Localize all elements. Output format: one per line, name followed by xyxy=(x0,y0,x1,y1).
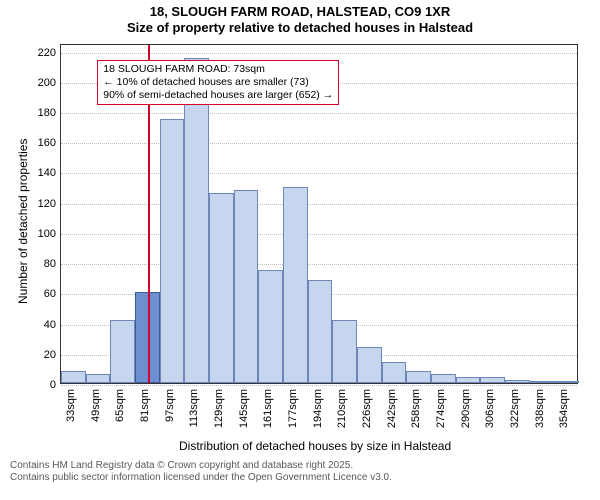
histogram-bar xyxy=(184,58,209,383)
chart-title-block: 18, SLOUGH FARM ROAD, HALSTEAD, CO9 1XR … xyxy=(0,0,600,35)
gridline xyxy=(61,264,577,265)
attribution-block: Contains HM Land Registry data © Crown c… xyxy=(10,460,392,484)
x-axis-label: Distribution of detached houses by size … xyxy=(179,439,451,453)
x-tick-label: 274sqm xyxy=(435,389,447,428)
y-tick-label: 20 xyxy=(44,349,61,361)
y-tick-label: 200 xyxy=(38,77,61,89)
y-tick-label: 80 xyxy=(44,258,61,270)
y-tick-label: 220 xyxy=(38,47,61,59)
x-tick-label: 129sqm xyxy=(213,389,225,428)
y-tick-label: 60 xyxy=(44,288,61,300)
histogram-bar xyxy=(406,371,431,383)
histogram-bar xyxy=(431,374,456,383)
title-line-2: Size of property relative to detached ho… xyxy=(0,20,600,35)
y-tick-label: 180 xyxy=(38,107,61,119)
x-tick-label: 33sqm xyxy=(65,389,77,422)
x-tick-label: 81sqm xyxy=(139,389,151,422)
x-tick-label: 210sqm xyxy=(336,389,348,428)
histogram-bar xyxy=(308,280,333,383)
x-tick-label: 306sqm xyxy=(484,389,496,428)
histogram-bar xyxy=(258,270,283,383)
y-tick-label: 40 xyxy=(44,319,61,331)
x-tick-label: 65sqm xyxy=(114,389,126,422)
x-tick-label: 338sqm xyxy=(534,389,546,428)
x-tick-label: 161sqm xyxy=(262,389,274,428)
histogram-bar xyxy=(283,187,308,383)
y-tick-label: 120 xyxy=(38,198,61,210)
x-tick-label: 177sqm xyxy=(287,389,299,428)
attribution-line-2: Contains public sector information licen… xyxy=(10,472,392,484)
histogram-bar xyxy=(110,320,135,383)
histogram-bar xyxy=(234,190,259,383)
histogram-bar xyxy=(357,347,382,383)
histogram-bar xyxy=(332,320,357,383)
annotation-line: 18 SLOUGH FARM ROAD: 73sqm xyxy=(103,63,333,76)
x-tick-label: 258sqm xyxy=(410,389,422,428)
y-tick-label: 100 xyxy=(38,228,61,240)
x-tick-label: 354sqm xyxy=(558,389,570,428)
histogram-bar xyxy=(86,374,111,383)
histogram-bar xyxy=(209,193,234,383)
gridline xyxy=(61,173,577,174)
histogram-bar xyxy=(480,377,505,383)
histogram-bar xyxy=(456,377,481,383)
x-tick-label: 49sqm xyxy=(90,389,102,422)
x-tick-label: 242sqm xyxy=(386,389,398,428)
histogram-bar xyxy=(382,362,407,383)
y-tick-label: 0 xyxy=(50,379,61,391)
x-tick-label: 113sqm xyxy=(188,389,200,427)
histogram-bar xyxy=(160,119,185,383)
gridline xyxy=(61,234,577,235)
x-tick-label: 322sqm xyxy=(509,389,521,428)
gridline xyxy=(61,113,577,114)
gridline xyxy=(61,143,577,144)
plot-area: 02040608010012014016018020022033sqm49sqm… xyxy=(60,44,578,384)
y-tick-label: 160 xyxy=(38,137,61,149)
x-tick-label: 290sqm xyxy=(460,389,472,428)
histogram-bar xyxy=(505,380,530,383)
x-tick-label: 97sqm xyxy=(164,389,176,422)
histogram-bar xyxy=(530,381,555,383)
annotation-box: 18 SLOUGH FARM ROAD: 73sqm← 10% of detac… xyxy=(97,60,339,105)
x-tick-label: 194sqm xyxy=(312,389,324,428)
y-tick-label: 140 xyxy=(38,167,61,179)
gridline xyxy=(61,204,577,205)
x-tick-label: 145sqm xyxy=(238,389,250,428)
attribution-line-1: Contains HM Land Registry data © Crown c… xyxy=(10,460,392,472)
gridline xyxy=(61,385,577,386)
histogram-bar xyxy=(61,371,86,383)
title-line-1: 18, SLOUGH FARM ROAD, HALSTEAD, CO9 1XR xyxy=(0,4,600,19)
annotation-line: 90% of semi-detached houses are larger (… xyxy=(103,89,333,102)
annotation-line: ← 10% of detached houses are smaller (73… xyxy=(103,76,333,89)
gridline xyxy=(61,53,577,54)
histogram-bar xyxy=(554,381,579,383)
y-axis-label: Number of detached properties xyxy=(16,139,30,304)
x-tick-label: 226sqm xyxy=(361,389,373,428)
